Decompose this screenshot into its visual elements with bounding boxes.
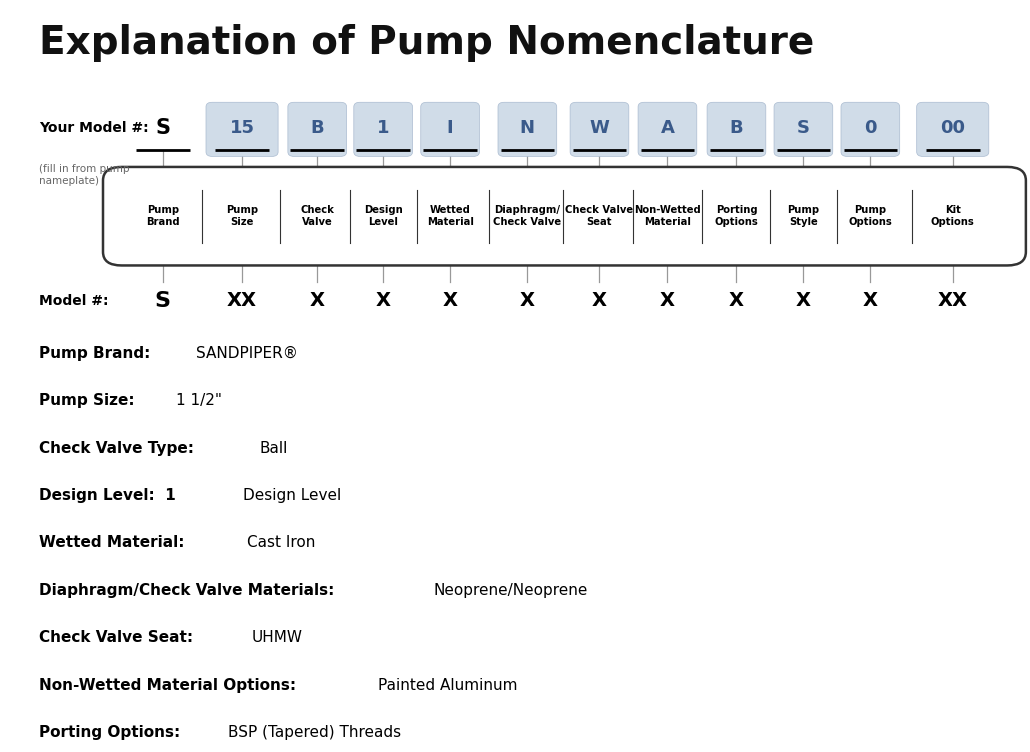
Text: Model #:: Model #: <box>39 294 108 308</box>
FancyBboxPatch shape <box>917 102 989 156</box>
Text: Non-Wetted
Material: Non-Wetted Material <box>634 205 700 227</box>
FancyBboxPatch shape <box>206 102 278 156</box>
Text: Porting
Options: Porting Options <box>715 205 758 227</box>
Text: Design
Level: Design Level <box>364 205 403 227</box>
FancyBboxPatch shape <box>639 102 696 156</box>
Text: 1: 1 <box>377 119 389 137</box>
Text: Wetted
Material: Wetted Material <box>426 205 474 227</box>
Text: B: B <box>310 119 324 137</box>
FancyBboxPatch shape <box>499 102 556 156</box>
Text: UHMW: UHMW <box>251 630 303 645</box>
Text: Pump Brand:: Pump Brand: <box>39 346 161 361</box>
FancyBboxPatch shape <box>353 102 412 156</box>
Text: Neoprene/Neoprene: Neoprene/Neoprene <box>434 583 588 598</box>
Text: X: X <box>592 291 607 311</box>
Text: X: X <box>376 291 390 311</box>
Text: Ball: Ball <box>260 441 287 456</box>
Text: Pump
Options: Pump Options <box>849 205 892 227</box>
Text: X: X <box>443 291 457 311</box>
Text: BSP (Tapered) Threads: BSP (Tapered) Threads <box>229 725 402 740</box>
Text: A: A <box>660 119 675 137</box>
Text: X: X <box>520 291 535 311</box>
Text: XX: XX <box>227 291 258 311</box>
Text: I: I <box>447 119 453 137</box>
Text: Painted Aluminum: Painted Aluminum <box>378 678 517 693</box>
Text: Porting Options:: Porting Options: <box>39 725 185 740</box>
Text: SANDPIPER®: SANDPIPER® <box>197 346 299 361</box>
Text: S: S <box>797 119 810 137</box>
Text: X: X <box>863 291 878 311</box>
FancyBboxPatch shape <box>420 102 479 156</box>
Text: Check Valve Seat:: Check Valve Seat: <box>39 630 204 645</box>
Text: Cast Iron: Cast Iron <box>247 535 315 550</box>
Text: (fill in from pump
nameplate): (fill in from pump nameplate) <box>39 164 130 186</box>
FancyBboxPatch shape <box>103 167 1026 265</box>
Text: S: S <box>156 118 170 138</box>
FancyBboxPatch shape <box>287 102 346 156</box>
Text: 00: 00 <box>940 119 965 137</box>
Text: Diaphragm/Check Valve Materials:: Diaphragm/Check Valve Materials: <box>39 583 345 598</box>
Text: Design Level: Design Level <box>243 488 341 503</box>
Text: B: B <box>729 119 744 137</box>
Text: 15: 15 <box>230 119 254 137</box>
FancyBboxPatch shape <box>571 102 628 156</box>
Text: Diaphragm/
Check Valve: Diaphragm/ Check Valve <box>493 205 561 227</box>
Text: X: X <box>729 291 744 311</box>
FancyBboxPatch shape <box>707 102 766 156</box>
Text: Check Valve Type:: Check Valve Type: <box>39 441 210 456</box>
Text: X: X <box>796 291 811 311</box>
FancyBboxPatch shape <box>840 102 900 156</box>
Text: Pump
Style: Pump Style <box>787 205 820 227</box>
Text: Pump Size:: Pump Size: <box>39 393 145 408</box>
Text: 0: 0 <box>864 119 877 137</box>
Text: S: S <box>154 291 171 311</box>
Text: Pump
Brand: Pump Brand <box>146 205 179 227</box>
Text: Your Model #:: Your Model #: <box>39 121 148 135</box>
Text: Non-Wetted Material Options:: Non-Wetted Material Options: <box>39 678 302 693</box>
Text: Wetted Material:: Wetted Material: <box>39 535 201 550</box>
Text: Pump
Size: Pump Size <box>226 205 259 227</box>
Text: X: X <box>310 291 324 311</box>
FancyBboxPatch shape <box>775 102 832 156</box>
Text: W: W <box>589 119 610 137</box>
Text: 1 1/2": 1 1/2" <box>176 393 222 408</box>
Text: Check Valve
Seat: Check Valve Seat <box>565 205 633 227</box>
Text: Design Level:  1: Design Level: 1 <box>39 488 197 503</box>
Text: Check
Valve: Check Valve <box>301 205 334 227</box>
Text: X: X <box>660 291 675 311</box>
Text: XX: XX <box>937 291 968 311</box>
Text: N: N <box>520 119 535 137</box>
Text: Explanation of Pump Nomenclature: Explanation of Pump Nomenclature <box>39 24 815 62</box>
Text: Kit
Options: Kit Options <box>931 205 974 227</box>
